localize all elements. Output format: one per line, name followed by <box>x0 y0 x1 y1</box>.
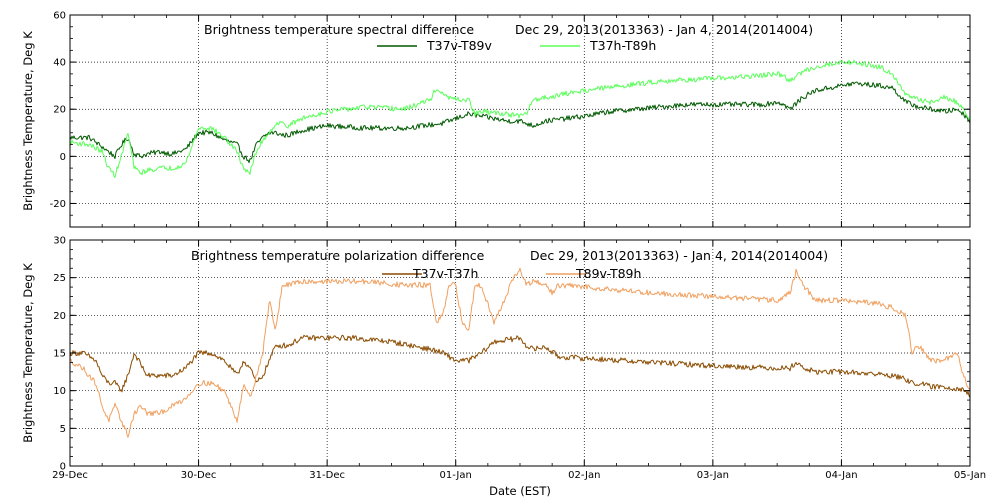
polarization-grid <box>70 240 970 466</box>
spectral-y-ticks: -20 0 20 40 60 <box>50 11 971 228</box>
date-x-ticks: 29-Dec 30-Dec 31-Dec 01-Jan 02-Jan 03-Jan 04-J… <box>52 240 986 481</box>
polarization-legend: T37v-T37h T89v-T89h <box>382 266 641 281</box>
spectral-series <box>69 59 971 178</box>
spectral-title: Brightness temperature spectral differen… <box>204 22 474 37</box>
polarization-title: Brightness temperature polarization diff… <box>191 248 485 263</box>
polarization-series <box>69 267 971 438</box>
x-tick-label-29-dec: 29-Dec <box>52 470 88 481</box>
y-tick-label: 10 <box>53 386 66 397</box>
spectral-y-axis-label: Brightness Temperature, Deg K <box>21 31 35 211</box>
x-tick-label-02-jan: 02-Jan <box>568 470 600 481</box>
legend-label-t89v-t89h: T89v-T89h <box>575 266 641 281</box>
polarization-subtitle: Dec 29, 2013(2013363) - Jan 4, 2014(2014… <box>530 248 828 263</box>
legend-label-t37h-t89h: T37h-T89h <box>589 38 656 53</box>
legend-label-t37v-t37h: T37v-T37h <box>412 266 478 281</box>
y-tick-label: 0 <box>60 462 66 473</box>
x-tick-label-01-jan: 01-Jan <box>440 470 472 481</box>
y-tick-label: 25 <box>53 273 66 284</box>
x-tick-label-31-dec: 31-Dec <box>309 470 345 481</box>
x-tick-label-03-jan: 03-Jan <box>697 470 729 481</box>
series-line-t37h-t89h <box>69 59 971 178</box>
y-tick-label: 15 <box>53 349 66 360</box>
y-tick-label: 30 <box>53 236 66 247</box>
polarization-y-axis-label: Brightness Temperature, Deg K <box>21 263 35 443</box>
series-line-t89v-t89h <box>69 267 971 438</box>
y-tick-label: 20 <box>53 311 66 322</box>
spectral-difference-panel: -20 0 20 40 60 Brightness temperature spectr… <box>21 11 971 228</box>
polarization-y-ticks: 0 5 10 15 20 25 30 <box>53 236 970 473</box>
x-tick-label-05-jan: 05-Jan <box>954 470 986 481</box>
y-tick-label: 5 <box>60 424 66 435</box>
x-axis-label: Date (EST) <box>489 484 551 498</box>
y-tick-label: 0 <box>60 152 66 163</box>
x-tick-label-30-dec: 30-Dec <box>181 470 217 481</box>
y-tick-label: 40 <box>53 58 66 69</box>
spectral-legend: T37v-T89v T37h-T89h <box>377 38 656 53</box>
polarization-difference-panel: 0 5 10 15 20 25 30 29-Dec 30-Dec 31-Dec 01-Jan 02-… <box>21 236 986 499</box>
x-tick-label-04-jan: 04-Jan <box>825 470 857 481</box>
y-tick-label: 20 <box>53 105 66 116</box>
spectral-grid <box>70 15 970 227</box>
y-tick-label: -20 <box>50 199 66 210</box>
spectral-subtitle: Dec 29, 2013(2013363) - Jan 4, 2014(2014… <box>515 22 813 37</box>
series-line-t37v-t37h <box>69 334 971 398</box>
y-tick-label: 60 <box>53 11 66 22</box>
legend-label-t37v-t89v: T37v-T89v <box>426 38 493 53</box>
series-line-t37v-t89v <box>69 81 971 164</box>
